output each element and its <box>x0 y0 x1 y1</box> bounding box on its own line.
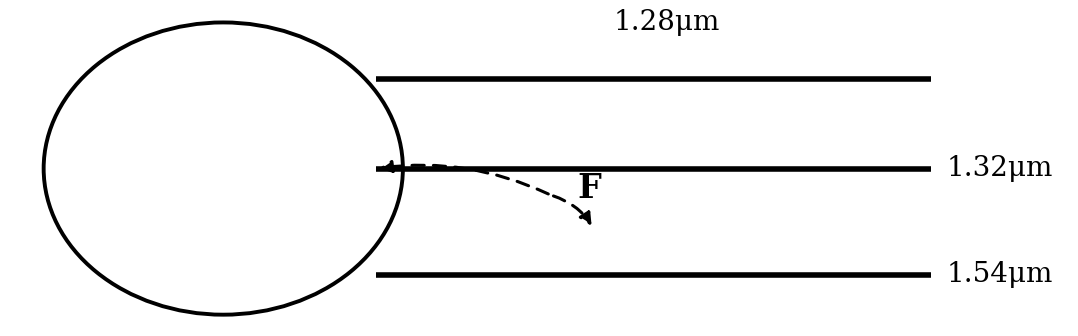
Text: F: F <box>577 172 602 205</box>
Ellipse shape <box>43 23 403 315</box>
Text: 1.32μm: 1.32μm <box>946 155 1053 182</box>
Text: 1.28μm: 1.28μm <box>613 9 720 36</box>
Text: 1.54μm: 1.54μm <box>946 261 1053 288</box>
